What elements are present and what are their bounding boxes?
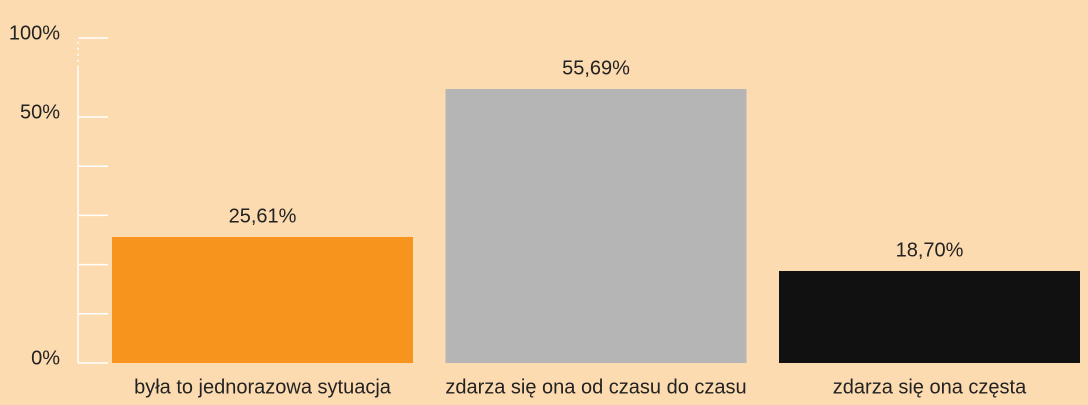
value-label: 18,70% (896, 239, 964, 261)
y-tick-label: 0% (31, 347, 60, 369)
y-tick-label: 100% (9, 22, 60, 44)
bar (779, 270, 1080, 363)
x-tick-label: zdarza się ona od czasu do czasu (445, 376, 746, 398)
bar (445, 89, 747, 364)
value-label: 25,61% (229, 205, 297, 227)
y-tick-label: 50% (20, 101, 60, 123)
x-tick-label: była to jednorazowa sytuacja (134, 376, 392, 398)
value-label: 55,69% (562, 57, 630, 79)
x-tick-label: zdarza się ona częsta (833, 376, 1027, 398)
bar (112, 236, 413, 363)
